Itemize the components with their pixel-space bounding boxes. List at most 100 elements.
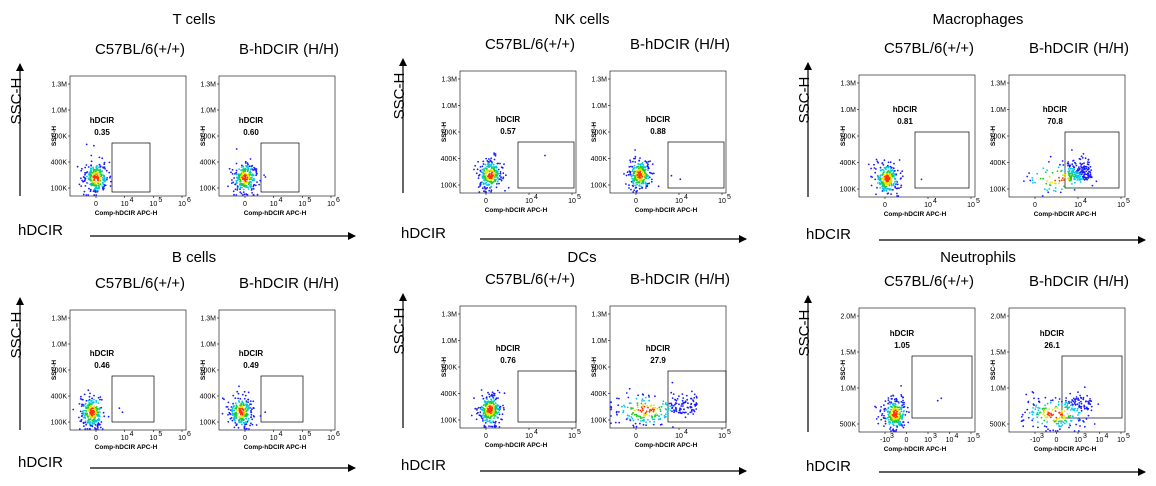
event-dot <box>108 161 111 164</box>
y-tick-label: 700K <box>441 365 458 372</box>
event-dot <box>491 425 494 428</box>
event-dot <box>645 185 648 188</box>
event-dot <box>643 418 645 421</box>
event-dot <box>494 425 497 427</box>
event-dot <box>637 163 640 165</box>
event-dot <box>616 413 618 416</box>
event-dot <box>892 423 895 426</box>
event-dot <box>1067 161 1070 163</box>
event-dot <box>492 177 494 180</box>
event-dot <box>875 168 877 170</box>
event-dot <box>495 406 498 409</box>
event-dot <box>1082 171 1085 174</box>
event-dot <box>903 401 905 404</box>
event-dot <box>98 172 100 175</box>
event-dot <box>889 428 891 430</box>
event-dot <box>91 401 94 404</box>
event-dot <box>83 409 86 412</box>
event-dot <box>247 177 250 180</box>
event-dot <box>241 417 244 420</box>
event-dot <box>639 417 642 419</box>
hdcir-gate <box>111 375 155 423</box>
y-tick-label: 400K <box>51 160 68 167</box>
event-dot <box>250 183 252 186</box>
event-dot <box>1068 174 1070 176</box>
event-dot <box>1067 162 1070 165</box>
gate-label: hDCIR <box>239 116 264 125</box>
outer-y-label: SSC-H <box>391 73 408 120</box>
event-dot <box>647 163 649 166</box>
gate-label: hDCIR <box>893 105 918 114</box>
event-dot <box>245 417 248 420</box>
y-tick-label: 100K <box>441 418 458 425</box>
event-dot <box>692 409 695 411</box>
x-tick-exponent: 4 <box>130 197 134 204</box>
event-dot <box>477 411 479 414</box>
event-dot <box>666 403 668 406</box>
event-dot <box>252 407 255 410</box>
event-dot <box>1037 421 1039 423</box>
event-dot <box>1032 425 1034 428</box>
x-tick-exponent: 4 <box>1083 198 1087 205</box>
event-dot <box>239 404 242 407</box>
event-dot <box>234 420 237 422</box>
event-dot <box>1058 182 1060 185</box>
event-dot <box>897 417 900 420</box>
event-dot <box>476 408 478 410</box>
event-dot <box>494 154 497 157</box>
event-dot <box>1032 182 1034 184</box>
event-dot <box>494 153 497 155</box>
facs-panel-2: MacrophagesSSC-HhDCIRC57BL/6(+/+)1.3M1.0… <box>796 11 1146 244</box>
event-dot <box>900 401 903 403</box>
event-dot <box>1049 416 1052 419</box>
x-tick-exponent: 6 <box>187 431 191 438</box>
event-dot <box>634 170 637 173</box>
event-dot <box>236 185 239 187</box>
event-dot <box>89 174 92 177</box>
event-dot <box>95 186 98 189</box>
event-dot <box>618 397 620 400</box>
event-dot <box>1047 428 1049 431</box>
event-dot <box>490 165 492 167</box>
event-dot <box>501 413 504 416</box>
event-dot <box>893 418 896 421</box>
event-dot <box>641 416 643 419</box>
event-dot <box>250 416 252 419</box>
x-tick-label: 0 <box>883 202 887 209</box>
event-dot <box>1074 398 1077 400</box>
event-dot <box>894 177 897 180</box>
event-dot <box>491 393 493 396</box>
event-dot <box>889 405 892 408</box>
event-dot <box>885 409 888 411</box>
event-dot <box>481 394 484 397</box>
event-dot <box>644 172 646 174</box>
inner-y-title: SSC-H <box>51 126 58 147</box>
event-dot <box>96 189 98 192</box>
event-dot <box>637 409 640 411</box>
event-dot <box>1068 406 1071 409</box>
event-dot <box>628 415 630 417</box>
event-dot <box>97 181 100 184</box>
event-dot <box>877 182 879 184</box>
event-dot <box>94 173 96 175</box>
event-dot <box>1043 425 1046 427</box>
event-dot <box>1090 405 1093 408</box>
event-dot <box>1074 170 1077 173</box>
event-dot <box>1065 401 1068 404</box>
event-dot <box>91 409 93 412</box>
event-dot <box>250 411 253 414</box>
event-dot <box>231 410 234 413</box>
event-dot <box>250 413 253 416</box>
hdcir-gate <box>260 142 300 193</box>
event-dot <box>492 411 495 413</box>
column-title: C57BL/6(+/+) <box>884 40 974 57</box>
x-tick-label: 10 <box>178 201 186 208</box>
plot-frame <box>858 74 976 198</box>
event-dot <box>234 397 237 400</box>
event-dot <box>894 185 896 188</box>
event-dot <box>240 410 242 412</box>
event-dot <box>630 165 632 168</box>
event-dot <box>632 168 634 171</box>
event-dot <box>902 426 905 429</box>
y-tick-label: 100K <box>51 186 68 193</box>
